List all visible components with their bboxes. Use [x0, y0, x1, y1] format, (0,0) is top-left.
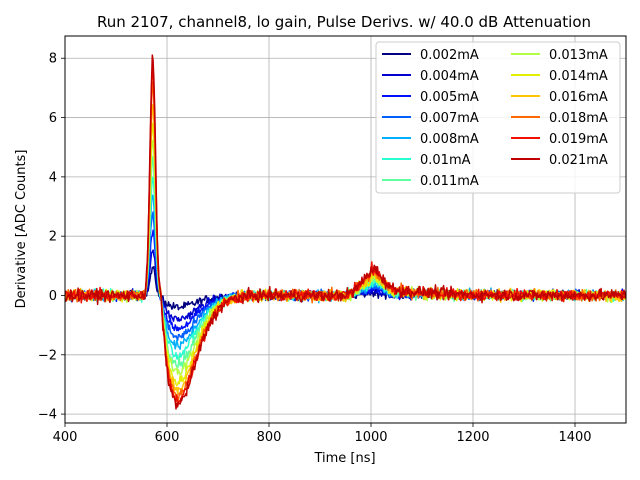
legend-label: 0.016mA — [549, 90, 608, 105]
x-axis-label: Time [ns] — [313, 451, 375, 466]
x-tick-label: 1000 — [354, 430, 387, 445]
y-axis-ticks: −4 −2 0 2 4 6 8 — [38, 52, 65, 423]
legend-label: 0.021mA — [549, 153, 608, 168]
legend-label: 0.018mA — [549, 111, 608, 126]
legend-label: 0.014mA — [549, 69, 608, 84]
plot-area — [65, 54, 626, 410]
legend-label: 0.01mA — [420, 153, 471, 168]
x-axis-ticks: 400 600 800 1000 1200 1400 — [53, 423, 592, 445]
legend-label: 0.013mA — [549, 48, 608, 63]
y-tick-label: 0 — [49, 289, 57, 304]
legend-label: 0.002mA — [420, 48, 479, 63]
x-tick-label: 800 — [257, 430, 282, 445]
legend-box — [375, 41, 621, 194]
y-tick-label: 6 — [49, 111, 57, 126]
legend-label: 0.011mA — [420, 174, 479, 189]
legend-label: 0.008mA — [420, 132, 479, 147]
x-tick-label: 1400 — [558, 430, 591, 445]
legend-label: 0.019mA — [549, 132, 608, 147]
y-tick-label: 2 — [49, 230, 57, 245]
y-tick-label: 4 — [49, 170, 57, 185]
legend-label: 0.004mA — [420, 69, 479, 84]
legend: 0.002mA 0.004mA 0.005mA 0.007mA 0.008mA 0.01m… — [375, 41, 621, 194]
y-tick-label: 8 — [49, 52, 57, 67]
y-tick-label: −4 — [38, 408, 57, 423]
y-axis-label: Derivative [ADC Counts] — [14, 150, 29, 309]
legend-label: 0.005mA — [420, 90, 479, 105]
axes-frame — [64, 35, 627, 424]
series-line — [65, 54, 626, 410]
chart-title: Run 2107, channel8, lo gain, Pulse Deriv… — [97, 13, 591, 31]
x-tick-label: 1200 — [456, 430, 489, 445]
y-tick-label: −2 — [38, 348, 57, 363]
x-tick-label: 400 — [53, 430, 78, 445]
x-tick-label: 600 — [155, 430, 180, 445]
legend-label: 0.007mA — [420, 111, 479, 126]
